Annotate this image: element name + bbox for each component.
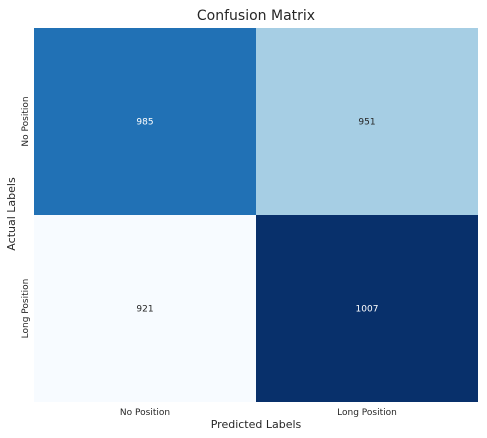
heatmap-cell-r0-c0 <box>34 28 256 215</box>
x-axis-ticks: No Position Long Position <box>120 408 397 418</box>
y-tick-long-position: Long Position <box>21 279 31 339</box>
heatmap-cells <box>34 28 478 402</box>
cell-value-r0-c1: 951 <box>358 118 375 128</box>
cell-value-r1-c0: 921 <box>136 305 153 315</box>
heatmap-cell-labels: 985 951 921 1007 <box>136 118 378 315</box>
x-tick-long-position: Long Position <box>337 408 397 418</box>
y-axis-ticks: No Position Long Position <box>21 96 31 338</box>
chart-title: Confusion Matrix <box>197 8 315 24</box>
x-tick-no-position: No Position <box>120 408 170 418</box>
heatmap-cell-r1-c1 <box>256 215 478 402</box>
cell-value-r0-c0: 985 <box>136 118 153 128</box>
heatmap-cell-r1-c0 <box>34 215 256 402</box>
y-tick-no-position: No Position <box>21 96 31 146</box>
heatmap-cell-r0-c1 <box>256 28 478 215</box>
cell-value-r1-c1: 1007 <box>356 305 379 315</box>
x-axis-label: Predicted Labels <box>211 418 302 431</box>
y-axis-label: Actual Labels <box>5 177 18 251</box>
